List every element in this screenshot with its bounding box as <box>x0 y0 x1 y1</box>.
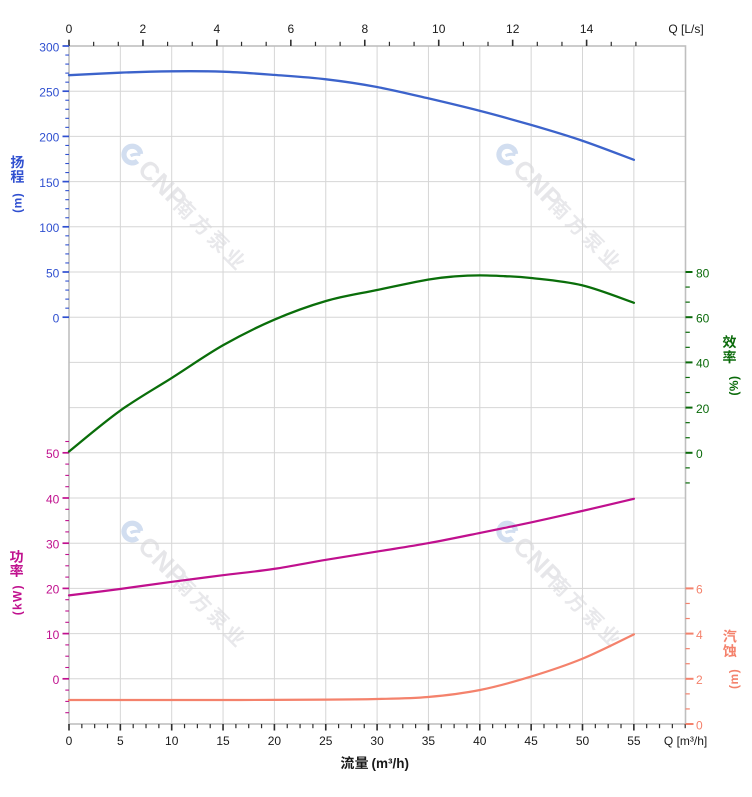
svg-text:0: 0 <box>66 22 73 36</box>
svg-text:8: 8 <box>361 22 368 36</box>
svg-text:50: 50 <box>46 447 60 461</box>
svg-text:50: 50 <box>46 266 60 280</box>
svg-text:4: 4 <box>696 628 703 642</box>
svg-text:200: 200 <box>39 131 59 145</box>
svg-text:0: 0 <box>66 734 73 748</box>
svg-text:(m³/h): (m³/h) <box>372 756 410 771</box>
svg-text:60: 60 <box>696 312 710 326</box>
svg-text:20: 20 <box>696 402 710 416</box>
svg-text:5: 5 <box>117 734 124 748</box>
svg-text:(kW): (kW) <box>10 584 24 615</box>
svg-text:50: 50 <box>576 734 590 748</box>
svg-text:0: 0 <box>53 673 60 687</box>
svg-text:6: 6 <box>287 22 294 36</box>
svg-text:45: 45 <box>524 734 538 748</box>
svg-text:20: 20 <box>46 583 60 597</box>
svg-text:0: 0 <box>696 447 703 461</box>
svg-text:0: 0 <box>696 718 703 732</box>
svg-text:(m): (m) <box>10 193 24 213</box>
svg-text:80: 80 <box>696 266 710 280</box>
svg-text:14: 14 <box>580 22 594 36</box>
svg-text:20: 20 <box>268 734 282 748</box>
svg-text:0: 0 <box>53 312 60 326</box>
svg-text:35: 35 <box>422 734 436 748</box>
svg-text:2: 2 <box>140 22 147 36</box>
svg-text:6: 6 <box>696 583 703 597</box>
svg-text:(m): (m) <box>727 669 741 689</box>
svg-text:10: 10 <box>432 22 446 36</box>
svg-text:30: 30 <box>46 538 60 552</box>
svg-text:25: 25 <box>319 734 333 748</box>
svg-text:12: 12 <box>506 22 520 36</box>
svg-text:55: 55 <box>627 734 641 748</box>
svg-text:Q [m³/h]: Q [m³/h] <box>664 734 707 748</box>
svg-text:2: 2 <box>696 673 703 687</box>
svg-text:40: 40 <box>473 734 487 748</box>
svg-text:250: 250 <box>39 86 59 100</box>
svg-text:40: 40 <box>696 357 710 371</box>
svg-text:300: 300 <box>39 40 59 54</box>
svg-text:30: 30 <box>370 734 384 748</box>
svg-text:150: 150 <box>39 176 59 190</box>
svg-text:100: 100 <box>39 221 59 235</box>
svg-text:40: 40 <box>46 492 60 506</box>
svg-text:10: 10 <box>46 628 60 642</box>
svg-text:10: 10 <box>165 734 179 748</box>
svg-text:15: 15 <box>216 734 230 748</box>
svg-text:4: 4 <box>214 22 221 36</box>
svg-text:(%): (%) <box>727 376 741 396</box>
svg-text:Q [L/s]: Q [L/s] <box>668 22 703 36</box>
